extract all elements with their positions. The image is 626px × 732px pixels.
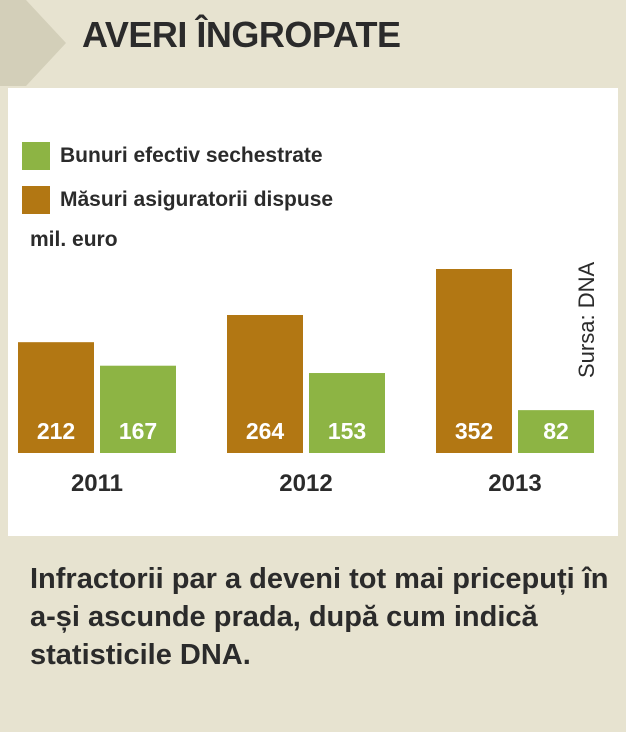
legend-swatch-green xyxy=(22,142,50,170)
legend-label-green: Bunuri efectiv sechestrate xyxy=(60,144,323,167)
chart-panel: Bunuri efectiv sechestrate Măsuri asigur… xyxy=(8,88,618,536)
bar-2013-green xyxy=(518,410,594,453)
x-tick-label: 2013 xyxy=(488,470,541,497)
header-bar: AVERI ÎNGROPATE xyxy=(0,0,626,86)
bar-2011-green xyxy=(100,365,176,453)
bar-2012-green xyxy=(309,373,385,453)
legend-item-green: Bunuri efectiv sechestrate xyxy=(22,142,323,170)
bar-value-label: 264 xyxy=(246,418,285,444)
bar-value-label: 212 xyxy=(37,418,75,444)
unit-label: mil. euro xyxy=(30,228,118,251)
x-tick-label: 2012 xyxy=(279,470,332,497)
legend-swatch-brown xyxy=(22,186,50,214)
bar-value-label: 352 xyxy=(455,418,493,444)
bar-value-label: 153 xyxy=(328,418,366,444)
chevron-icon xyxy=(0,0,66,86)
legend-label-brown: Măsuri asiguratorii dispuse xyxy=(60,188,334,211)
bar-2011-brown xyxy=(18,342,94,453)
bar-value-label: 82 xyxy=(543,418,569,444)
caption-text: Infractorii par a deveni tot mai pricepu… xyxy=(30,563,609,671)
bar-value-label: 167 xyxy=(119,418,157,444)
legend-item-brown: Măsuri asiguratorii dispuse xyxy=(22,186,333,214)
bar-2013-brown xyxy=(436,269,512,453)
chart-title: AVERI ÎNGROPATE xyxy=(82,14,401,55)
bar-2012-brown xyxy=(227,315,303,453)
x-tick-label: 2011 xyxy=(71,470,123,497)
